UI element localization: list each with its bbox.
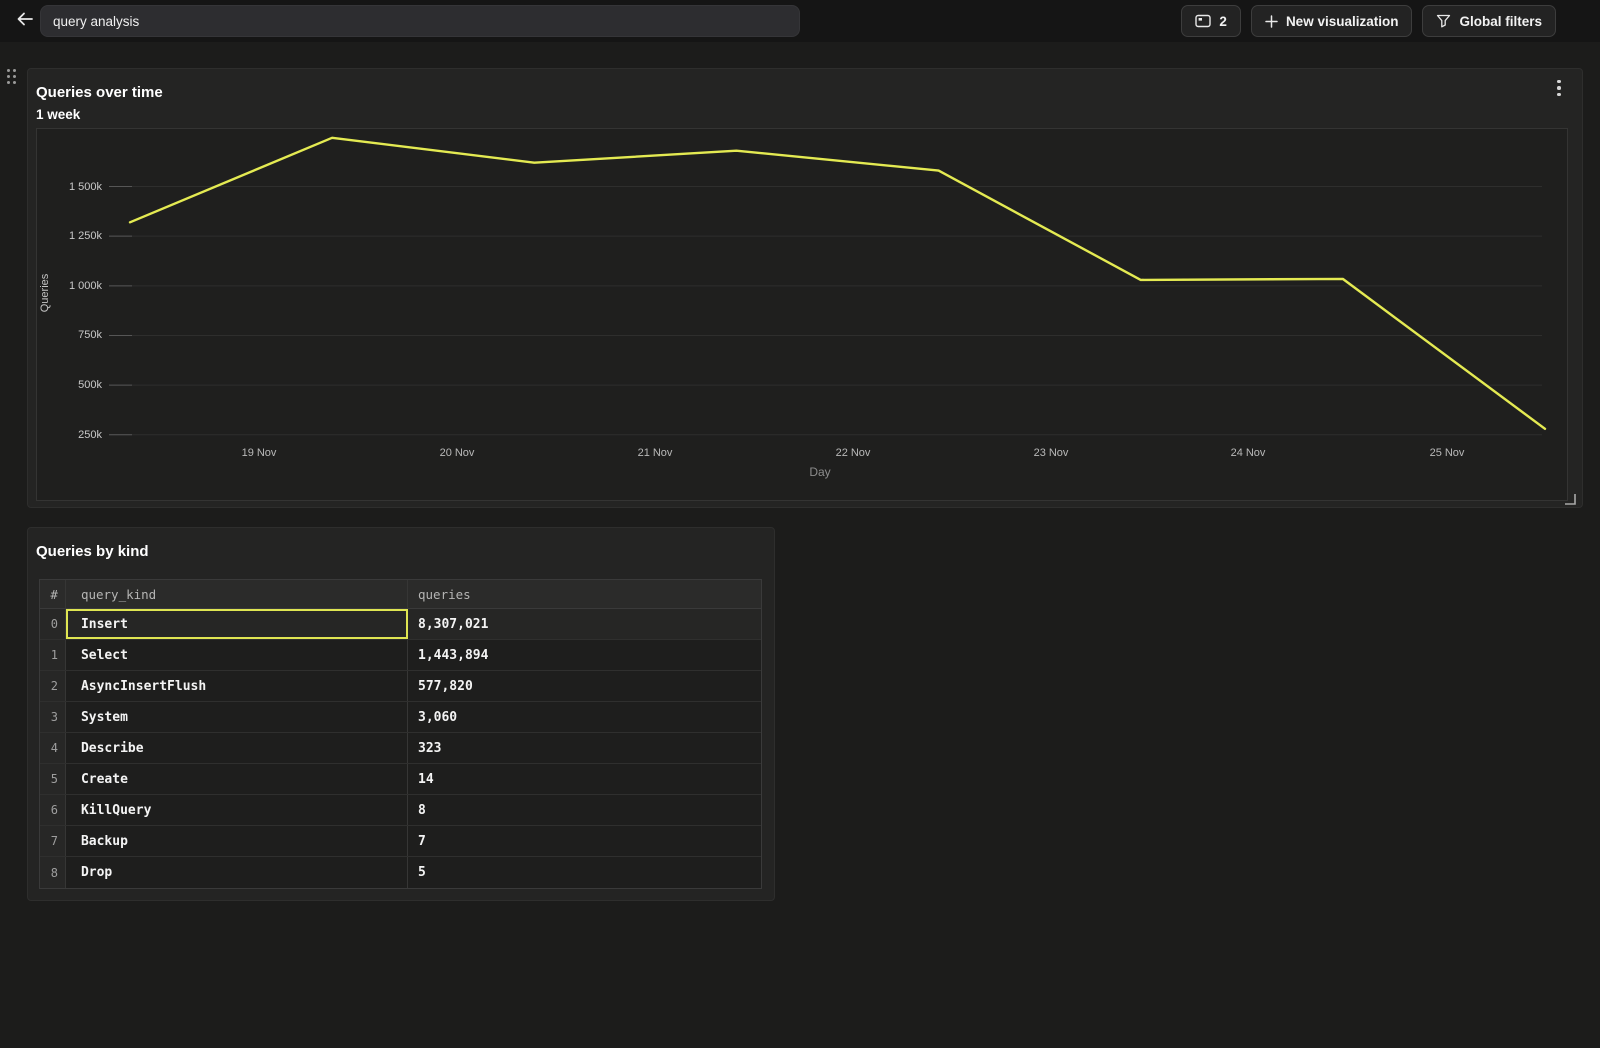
queries-cell[interactable]: 3,060 [418, 709, 458, 725]
panel-count-button[interactable]: 2 [1181, 5, 1241, 37]
table-panel-title: Queries by kind [36, 543, 149, 560]
query-kind-cell[interactable]: Drop [66, 857, 408, 888]
queries-cell[interactable]: 5 [418, 865, 426, 880]
new-visualization-label: New visualization [1285, 13, 1399, 29]
row-index-cell[interactable]: 3 [40, 702, 66, 732]
query-kind-cell[interactable]: Insert [65, 609, 408, 639]
y-tick-label: 250k [78, 428, 102, 441]
header-cell-index: # [40, 580, 66, 609]
row-index-cell[interactable]: 6 [40, 795, 66, 825]
resize-corner-icon[interactable] [1564, 493, 1576, 505]
header-cell-query-kind: query_kind [65, 580, 408, 609]
query-kind-cell[interactable]: Backup [66, 826, 408, 856]
line-chart-plot [109, 136, 1547, 436]
back-button[interactable] [12, 9, 38, 33]
table-row: 3 System 3,060 [40, 702, 761, 733]
row-index-cell[interactable]: 2 [40, 671, 66, 701]
row-index-cell[interactable]: 8 [40, 857, 66, 888]
table-header-row: # query_kind queries [40, 580, 761, 609]
global-filters-button[interactable]: Global filters [1422, 5, 1556, 37]
query-kind-cell[interactable]: KillQuery [66, 795, 408, 825]
queries-cell[interactable]: 8 [418, 802, 426, 818]
chart-panel-subtitle: 1 week [36, 107, 81, 122]
table-row: 8 Drop 5 [40, 857, 761, 888]
row-index-cell[interactable]: 1 [40, 640, 66, 670]
query-kind-cell[interactable]: Describe [66, 733, 408, 763]
x-axis-title: Day [809, 465, 831, 479]
table-row: 6 KillQuery 8 [40, 795, 761, 826]
y-tick-label: 1 250k [68, 230, 102, 243]
arrow-left-icon [17, 12, 33, 26]
query-kind-cell[interactable]: Select [66, 640, 408, 670]
x-tick-label: 25 Nov [1429, 447, 1465, 459]
y-tick-label: 1 500k [68, 180, 102, 193]
table-row: 2 AsyncInsertFlush 577,820 [40, 671, 761, 702]
queries-cell[interactable]: 1,443,894 [418, 647, 489, 663]
topbar-actions: 2 New visualization Global filters [1181, 5, 1556, 37]
y-tick-label: 1 000k [68, 279, 102, 292]
x-tick-label: 19 Nov [241, 447, 277, 459]
header-cell-queries: queries [408, 580, 761, 609]
row-index-cell[interactable]: 7 [40, 826, 66, 856]
global-filters-label: Global filters [1459, 13, 1542, 29]
panel-count-icon [1195, 14, 1212, 28]
queries-over-time-panel: Queries over time 1 week Queries Day 1 5… [27, 68, 1583, 508]
row-index-cell[interactable]: 0 [40, 609, 66, 639]
query-kind-cell[interactable]: AsyncInsertFlush [66, 671, 408, 701]
queries-by-kind-panel: Queries by kind # query_kind queries 0 Inser… [27, 527, 775, 901]
dashboard-title-input[interactable] [40, 5, 800, 37]
table-row: 0 Insert 8,307,021 [40, 609, 761, 640]
drag-handle-icon[interactable] [7, 69, 21, 86]
panel-count-label: 2 [1219, 13, 1227, 29]
x-tick-label: 23 Nov [1033, 447, 1069, 459]
x-tick-label: 22 Nov [835, 447, 871, 459]
queries-over-time-chart[interactable]: Queries Day 1 500k 1 250k 1 000k 750k 500k 25… [36, 128, 1568, 501]
funnel-icon [1437, 14, 1451, 28]
table-row: 7 Backup 7 [40, 826, 761, 857]
table-row: 4 Describe 323 [40, 733, 761, 764]
queries-cell[interactable]: 323 [418, 740, 442, 756]
chart-panel-title: Queries over time [36, 84, 163, 101]
row-index-cell[interactable]: 4 [40, 733, 66, 763]
query-kind-cell[interactable]: Create [66, 764, 408, 794]
plus-icon [1265, 14, 1278, 28]
x-tick-label: 21 Nov [637, 447, 673, 459]
y-tick-label: 500k [78, 379, 102, 392]
x-tick-label: 20 Nov [439, 447, 475, 459]
queries-cell[interactable]: 8,307,021 [418, 616, 489, 632]
table-row: 1 Select 1,443,894 [40, 640, 761, 671]
queries-cell[interactable]: 14 [418, 771, 434, 787]
kebab-menu-icon[interactable] [1552, 79, 1566, 97]
top-bar: 2 New visualization Global filters [0, 0, 1600, 42]
queries-series-line [128, 136, 1547, 430]
query-kind-cell[interactable]: System [66, 702, 408, 732]
queries-cell[interactable]: 577,820 [418, 678, 473, 694]
new-visualization-button[interactable]: New visualization [1250, 5, 1413, 37]
y-tick-label: 750k [78, 329, 102, 342]
queries-by-kind-table: # query_kind queries 0 Insert 8,307,021 1 Selec… [39, 579, 762, 889]
queries-cell[interactable]: 7 [418, 833, 426, 849]
table-row: 5 Create 14 [40, 764, 761, 795]
row-index-cell[interactable]: 5 [40, 764, 66, 794]
x-tick-label: 24 Nov [1230, 447, 1266, 459]
